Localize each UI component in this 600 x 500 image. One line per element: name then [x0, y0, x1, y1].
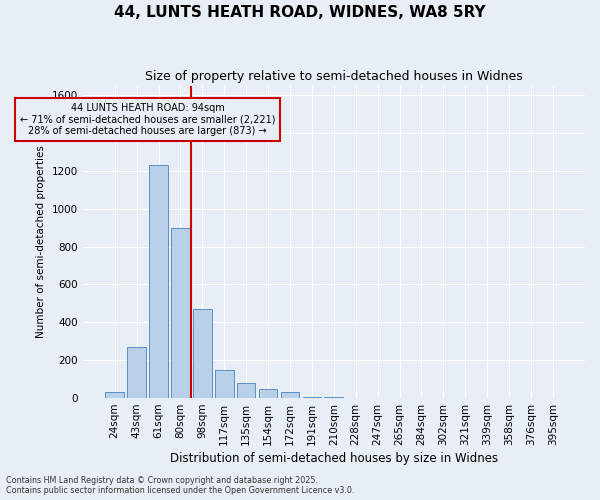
Bar: [302, 397, 321, 398]
Y-axis label: Number of semi-detached properties: Number of semi-detached properties: [36, 146, 46, 338]
Bar: [215, 370, 233, 398]
Bar: [237, 383, 256, 398]
Text: 44, LUNTS HEATH ROAD, WIDNES, WA8 5RY: 44, LUNTS HEATH ROAD, WIDNES, WA8 5RY: [114, 5, 486, 20]
Bar: [106, 392, 124, 398]
X-axis label: Distribution of semi-detached houses by size in Widnes: Distribution of semi-detached houses by …: [170, 452, 498, 465]
Bar: [325, 397, 343, 398]
Bar: [127, 347, 146, 398]
Bar: [193, 309, 212, 398]
Text: Contains HM Land Registry data © Crown copyright and database right 2025.
Contai: Contains HM Land Registry data © Crown c…: [6, 476, 355, 495]
Bar: [281, 392, 299, 398]
Title: Size of property relative to semi-detached houses in Widnes: Size of property relative to semi-detach…: [145, 70, 523, 83]
Bar: [149, 165, 168, 398]
Bar: [171, 228, 190, 398]
Bar: [259, 388, 277, 398]
Text: 44 LUNTS HEATH ROAD: 94sqm
← 71% of semi-detached houses are smaller (2,221)
28%: 44 LUNTS HEATH ROAD: 94sqm ← 71% of semi…: [20, 102, 275, 136]
